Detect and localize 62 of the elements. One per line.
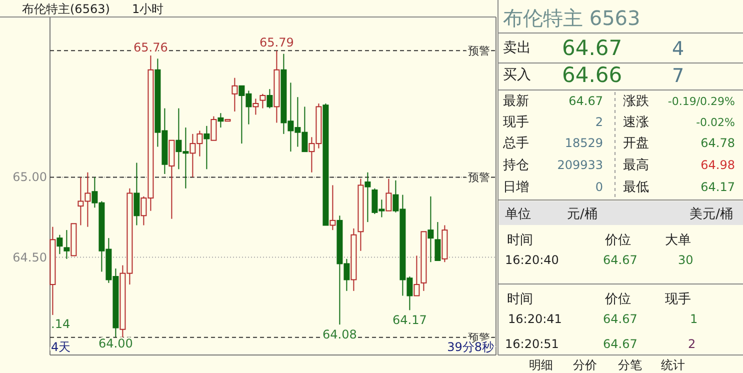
- text: 18529: [564, 136, 603, 150]
- text: 最新: [503, 94, 529, 109]
- text: 16:20:51: [505, 337, 559, 351]
- annotation: 65.79: [260, 36, 294, 50]
- text: 16:20:40: [505, 253, 559, 267]
- y-tick-label: 64.50: [12, 250, 47, 264]
- y-tick-label: 65.00: [12, 170, 47, 184]
- text: -0.19/0.29%: [668, 95, 735, 108]
- text: 4: [672, 38, 684, 60]
- text: 大单: [665, 233, 691, 248]
- chart-title: 布伦特主(6563): [22, 2, 110, 16]
- ref-line-label: 预警: [468, 44, 490, 58]
- chart-subtitle: 1小时: [132, 2, 164, 16]
- text: 16:20:41: [508, 312, 562, 326]
- text: 价位: [604, 233, 631, 248]
- text: 2: [688, 337, 696, 351]
- text: 64.67: [603, 337, 638, 351]
- text: 布伦特主 6563: [503, 6, 640, 30]
- text: 64.67: [603, 253, 638, 267]
- text: 最低: [623, 180, 649, 195]
- text: 开盘: [623, 136, 649, 151]
- header: 布伦特主(6563) 1小时: [0, 2, 496, 18]
- text: 时间: [507, 292, 533, 307]
- text: 最高: [623, 157, 649, 173]
- text: 1: [690, 312, 698, 326]
- text: 7: [672, 65, 684, 87]
- text: 分笔: [618, 358, 642, 372]
- text: 元/桶: [567, 207, 598, 222]
- text: 涨跌: [623, 94, 649, 109]
- annotation: .14: [51, 317, 70, 331]
- text: 统计: [661, 358, 685, 372]
- text: 买入: [503, 67, 531, 83]
- text: 卖出: [503, 40, 531, 56]
- text: 64.78: [700, 136, 735, 150]
- text: 64.17: [700, 180, 735, 194]
- text: 速涨: [623, 115, 649, 130]
- text: 明细: [529, 358, 553, 372]
- text: -0.02%: [696, 116, 735, 129]
- annotation: 64.17: [392, 313, 427, 328]
- ref-line-label: 预警: [468, 171, 490, 184]
- text: 美元/桶: [690, 206, 733, 222]
- annotation: 4天: [51, 340, 71, 354]
- text: 64.67: [568, 94, 603, 108]
- text: 价位: [604, 292, 631, 307]
- annotation: 65.76: [134, 40, 168, 54]
- text: 2: [595, 115, 603, 129]
- text: 分价: [573, 358, 597, 372]
- text: 时间: [507, 233, 533, 248]
- text: 现手: [503, 115, 529, 130]
- text: 30: [678, 253, 694, 267]
- text: 持仓: [503, 158, 529, 173]
- text: 单位: [505, 207, 531, 222]
- text: 总手: [502, 136, 529, 151]
- text: 64.66: [562, 63, 622, 87]
- text: 64.98: [700, 158, 735, 172]
- text: 209933: [557, 158, 603, 172]
- text: 日增: [503, 180, 529, 195]
- text: 64.67: [562, 36, 622, 60]
- text: 现手: [665, 292, 691, 307]
- text: 0: [595, 180, 603, 194]
- text: 64.67: [603, 312, 638, 326]
- annotation: 64.00: [98, 336, 133, 350]
